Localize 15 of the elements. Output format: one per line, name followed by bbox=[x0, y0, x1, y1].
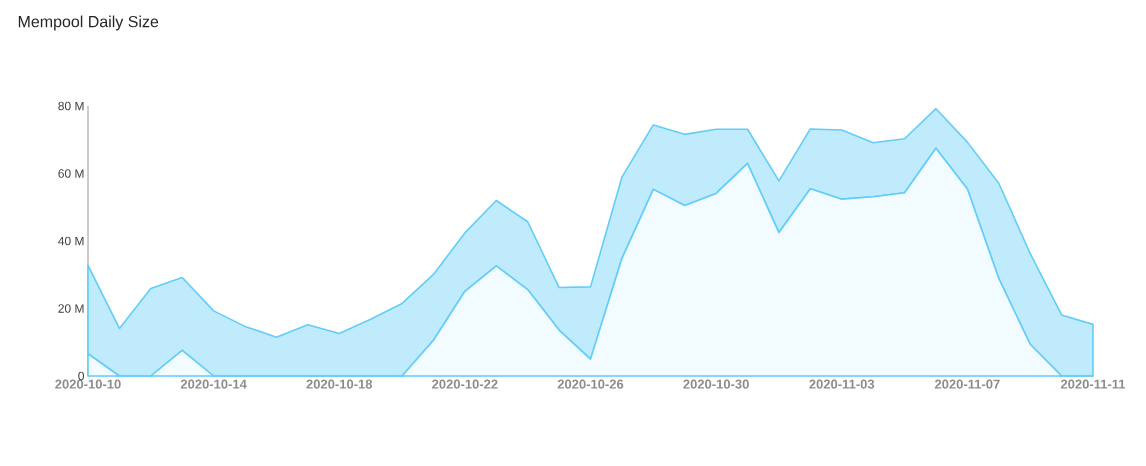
y-tick-label: 20 M bbox=[58, 304, 84, 313]
x-tick-label: 2020-10-18 bbox=[306, 379, 373, 389]
y-tick-label: 80 M bbox=[58, 101, 84, 111]
x-tick-label: 2020-10-26 bbox=[557, 379, 624, 389]
x-tick-label: 2020-11-07 bbox=[934, 379, 1000, 389]
x-tick-label: 2020-10-10 bbox=[55, 379, 121, 389]
x-tick-label: 2020-10-14 bbox=[180, 379, 247, 389]
y-tick-label: 40 M bbox=[58, 236, 84, 246]
x-tick-label: 2020-10-30 bbox=[683, 379, 749, 389]
x-tick-label: 2020-11-03 bbox=[809, 379, 875, 389]
x-tick-label: 2020-10-22 bbox=[432, 379, 498, 389]
y-tick-label: 0 bbox=[78, 371, 84, 381]
y-tick-label: 60 M bbox=[58, 169, 84, 178]
x-tick-label: 2020-11-11 bbox=[1060, 379, 1126, 389]
chart-title: Mempool Daily Size bbox=[18, 15, 159, 31]
